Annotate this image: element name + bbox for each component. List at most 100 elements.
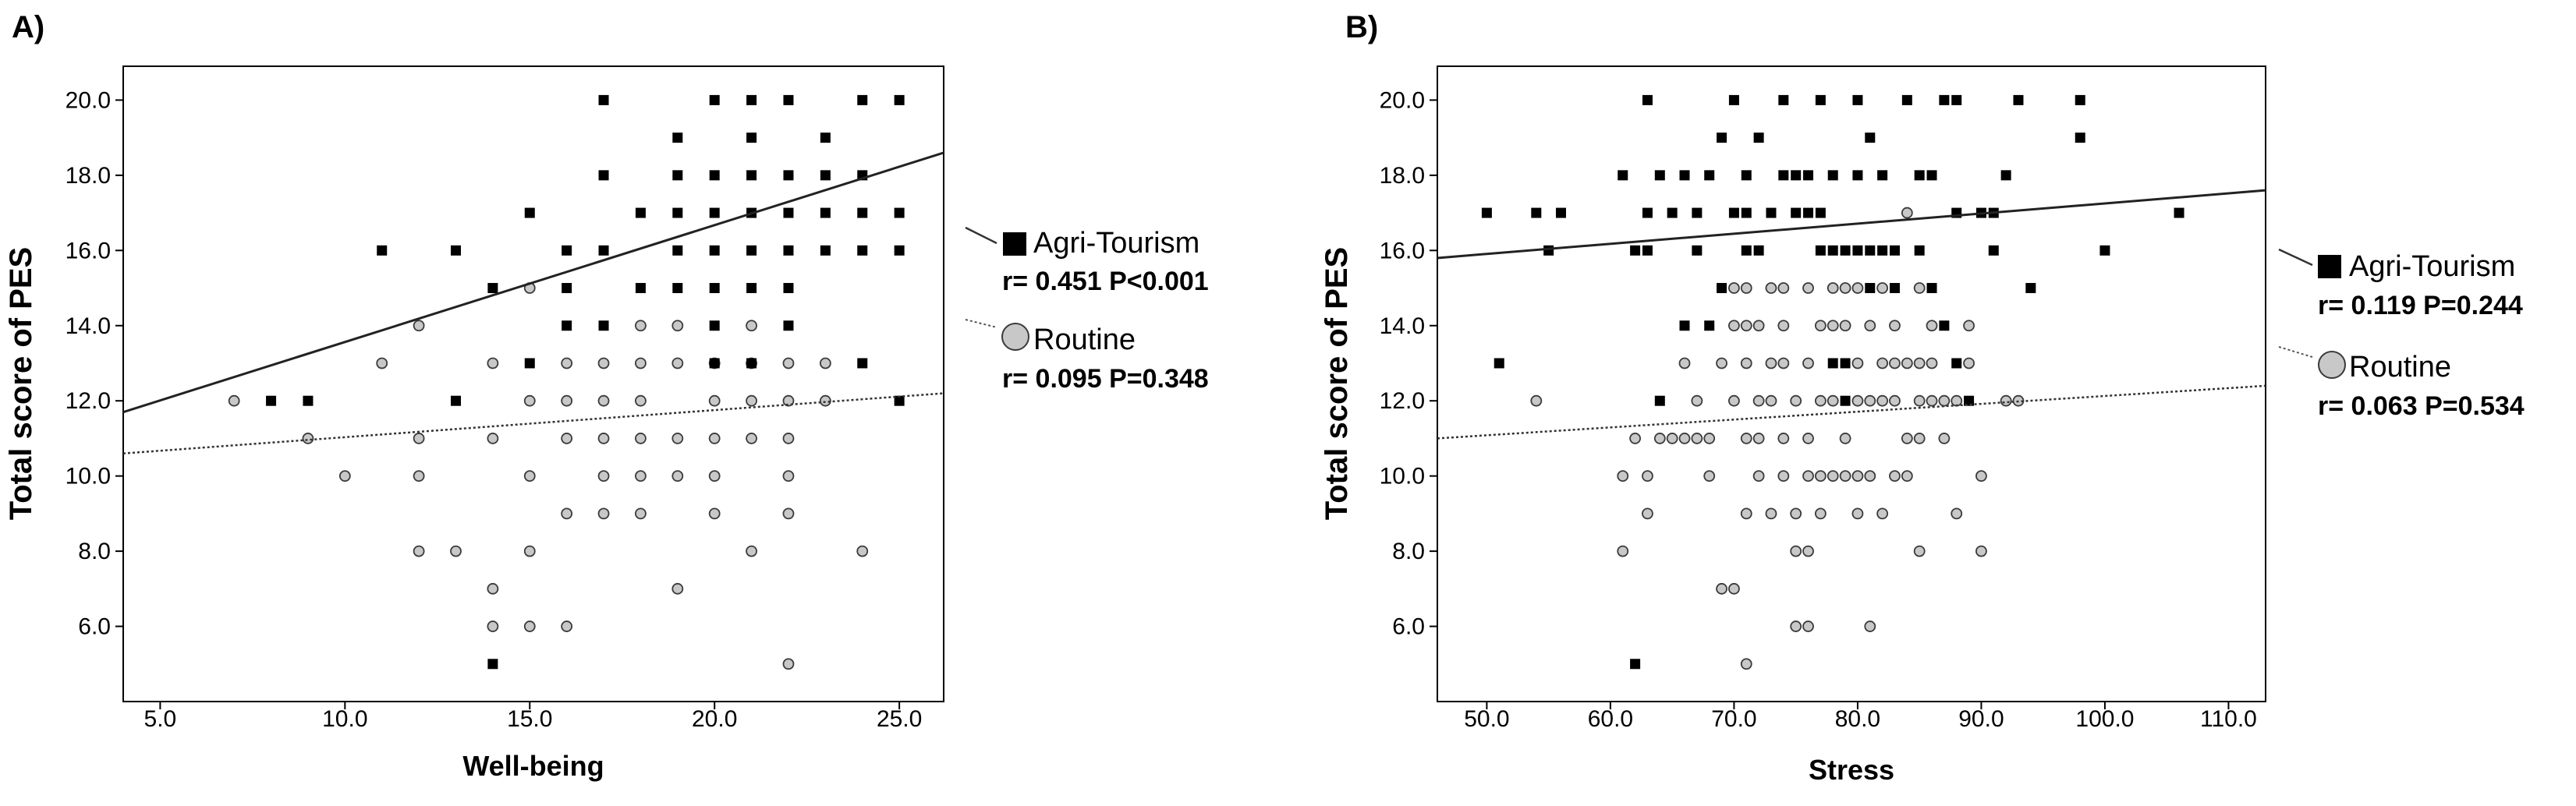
agri-tourism-point xyxy=(1642,94,1653,105)
routine-point xyxy=(561,433,573,444)
routine-point xyxy=(1691,433,1703,444)
agri-tourism-point xyxy=(672,207,683,218)
routine-point xyxy=(1642,470,1653,483)
agri-tourism-point xyxy=(709,245,720,256)
x-tick-label: 70.0 xyxy=(1711,706,1756,732)
routine-point xyxy=(1938,394,1951,407)
routine-point xyxy=(1678,433,1691,444)
agri-tourism-point xyxy=(783,320,794,331)
routine-point xyxy=(1926,357,1938,369)
agri-tourism-point xyxy=(709,283,720,294)
routine-point xyxy=(597,357,610,369)
routine-point xyxy=(338,470,351,483)
legend-agri-tourism-stats: r= 0.451 P<0.001 xyxy=(1002,267,1209,296)
agri-tourism-point xyxy=(1618,170,1628,181)
agri-tourism-point xyxy=(820,170,831,181)
routine-point xyxy=(1740,658,1752,670)
routine-point xyxy=(1814,507,1827,520)
routine-point xyxy=(782,357,795,369)
agri-tourism-point xyxy=(746,170,757,181)
routine-point xyxy=(1901,433,1913,444)
routine-point xyxy=(2000,394,2012,407)
routine-point xyxy=(1728,282,1740,294)
agri-tourism-point xyxy=(783,207,794,218)
routine-point xyxy=(856,545,869,557)
routine-point xyxy=(1802,545,1814,557)
agri-tourism-point xyxy=(562,320,572,331)
routine-point xyxy=(1617,470,1629,483)
routine-point xyxy=(1839,433,1851,444)
agri-tourism-point xyxy=(1778,94,1789,105)
agri-tourism-point xyxy=(1642,245,1653,256)
agri-tourism-point xyxy=(1951,94,1962,105)
routine-point xyxy=(561,620,573,632)
x-tick-label: 50.0 xyxy=(1464,706,1509,732)
routine-point xyxy=(597,394,610,407)
agri-tourism-point xyxy=(1531,207,1542,218)
agri-tourism-point xyxy=(450,395,461,406)
routine-point xyxy=(302,433,314,444)
agri-tourism-point xyxy=(598,94,609,105)
x-tick-label: 80.0 xyxy=(1835,706,1880,732)
routine-point xyxy=(1728,320,1740,332)
agri-tourism-point xyxy=(1753,245,1764,256)
routine-point xyxy=(487,620,499,632)
agri-tourism-point xyxy=(1667,207,1678,218)
routine-point xyxy=(1926,394,1938,407)
legend-square-marker xyxy=(1003,232,1026,256)
agri-tourism-point xyxy=(672,133,683,143)
agri-tourism-point xyxy=(1642,207,1653,218)
routine-point xyxy=(1901,470,1913,483)
agri-tourism-point xyxy=(820,245,831,256)
routine-point xyxy=(746,433,757,444)
routine-point xyxy=(1975,470,1987,483)
y-axis-title: Total score of PES xyxy=(1320,247,1354,520)
routine-point xyxy=(782,507,795,520)
agri-tourism-point xyxy=(1704,320,1715,331)
y-tick-label: 6.0 xyxy=(1392,614,1425,640)
routine-point xyxy=(487,582,499,595)
agri-tourism-point xyxy=(1877,245,1888,256)
y-tick-label: 10.0 xyxy=(66,464,111,490)
routine-point xyxy=(1790,394,1802,407)
routine-point xyxy=(1876,357,1889,369)
routine-point xyxy=(1777,433,1790,444)
routine-point xyxy=(708,433,721,444)
agri-tourism-point xyxy=(746,358,757,369)
agri-tourism-point xyxy=(1741,245,1752,256)
routine-point xyxy=(1839,282,1851,294)
routine-point xyxy=(1790,620,1802,632)
routine-point xyxy=(1839,320,1851,332)
routine-point xyxy=(1814,470,1827,483)
routine-point xyxy=(1691,394,1703,407)
fit-lines xyxy=(1437,189,2266,440)
routine-point xyxy=(1703,433,1716,444)
routine-point xyxy=(1802,433,1814,444)
scatter-panel-b: B) 50.0 60.0 70.0 80.0 90.0 100.0 110.0 6.0 8.0 10… xyxy=(1320,10,2525,786)
agri-tourism-point xyxy=(1889,245,1900,256)
y-tick-label: 18.0 xyxy=(66,163,111,189)
routine-point xyxy=(746,394,757,407)
routine-point xyxy=(635,433,647,444)
routine-point xyxy=(1790,545,1802,557)
legend-routine-label: Routine xyxy=(1033,323,1136,356)
y-tick-label: 6.0 xyxy=(78,614,111,640)
routine-point xyxy=(819,357,831,369)
y-tick-label: 20.0 xyxy=(66,87,111,113)
routine-point xyxy=(1777,357,1790,369)
agri-tourism-point xyxy=(1926,170,1937,181)
agri-tourism-point xyxy=(783,94,794,105)
legend-leader-line-dotted xyxy=(965,319,997,328)
routine-point xyxy=(1851,470,1864,483)
y-tick-label: 12.0 xyxy=(66,388,111,414)
routine-point xyxy=(1765,282,1777,294)
routine-point xyxy=(1703,470,1716,483)
routine-point xyxy=(1913,357,1926,369)
routine-point xyxy=(1642,507,1653,520)
agri-tourism-point xyxy=(1852,94,1863,105)
agri-tourism-point xyxy=(820,207,831,218)
routine-point xyxy=(819,394,831,407)
routine-point xyxy=(413,545,425,557)
y-tick-label: 16.0 xyxy=(66,238,111,263)
